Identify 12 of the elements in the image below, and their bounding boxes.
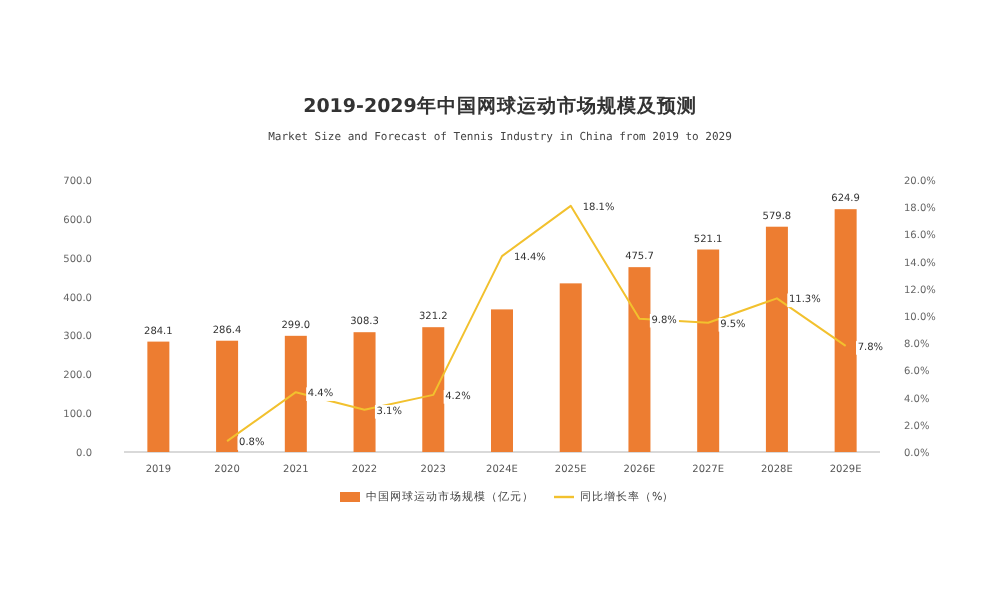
bar [834,209,857,452]
bar [353,332,376,452]
bar [697,249,720,452]
bar [147,341,170,452]
chart-title: 2019-2029年中国网球运动市场规模及预测 [303,94,697,118]
bar [628,267,651,452]
bar [216,340,239,452]
bar [559,283,582,452]
bar [765,226,788,452]
bar [422,327,445,452]
bar [284,335,307,452]
bar [491,309,513,452]
